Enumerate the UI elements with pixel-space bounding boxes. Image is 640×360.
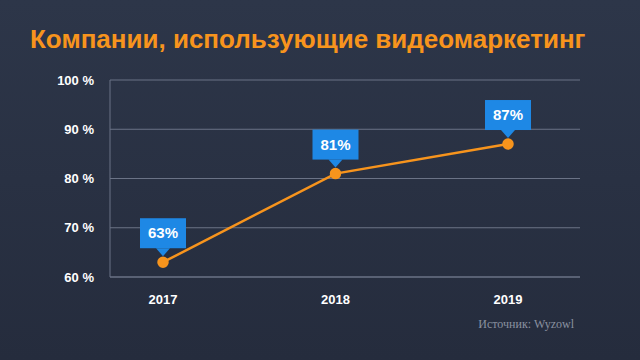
svg-text:100 %: 100 % <box>57 73 94 88</box>
svg-text:70 %: 70 % <box>64 220 94 235</box>
svg-text:2017: 2017 <box>149 292 178 307</box>
svg-text:81%: 81% <box>320 136 350 153</box>
svg-text:2019: 2019 <box>494 292 523 307</box>
svg-text:63%: 63% <box>148 224 178 241</box>
svg-text:2018: 2018 <box>321 292 350 307</box>
svg-text:87%: 87% <box>493 106 523 123</box>
svg-text:60 %: 60 % <box>64 270 94 285</box>
html-text:Компании, использующие видеома: Компании, использующие видеомаркетинг <box>30 24 586 54</box>
html-text:Источник: Wyzowl: Источник: Wyzowl <box>478 317 574 331</box>
svg-text:80 %: 80 % <box>64 171 94 186</box>
svg-text:90 %: 90 % <box>64 122 94 137</box>
